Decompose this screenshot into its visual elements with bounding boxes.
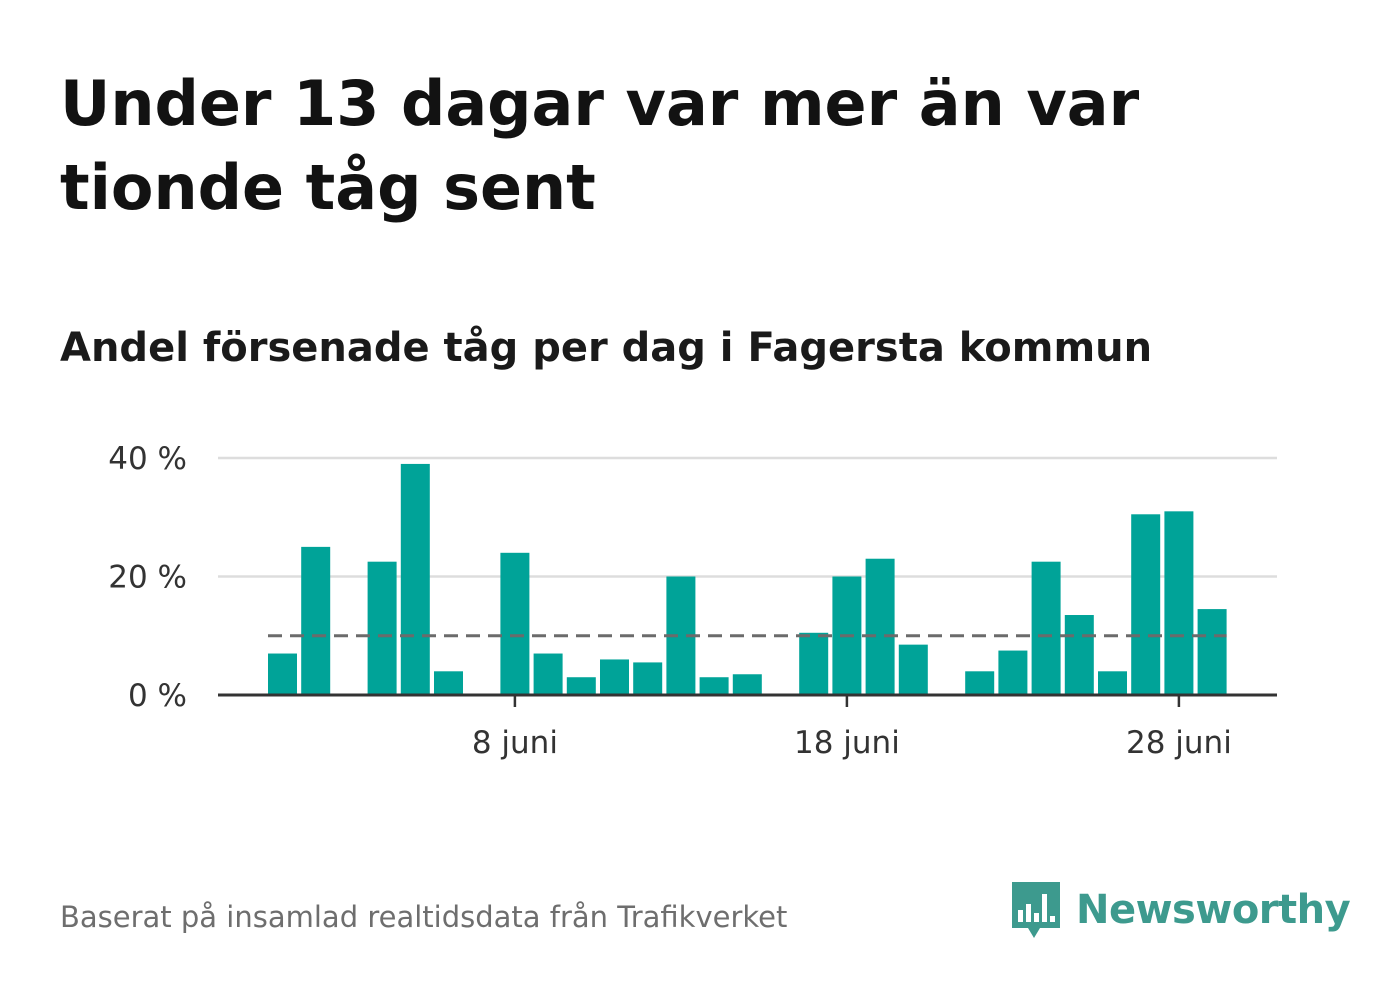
bar [1031,561,1061,695]
bar [633,662,663,695]
y-tick-label: 20 % [108,560,187,596]
bar [500,552,530,695]
bar [400,463,430,695]
bar [1131,514,1161,695]
bar [268,653,297,695]
x-tick-label: 18 juni [794,725,900,761]
bar [600,659,629,695]
bar [965,671,995,695]
x-tick-label: 8 juni [472,725,558,761]
source-note: Baserat på insamlad realtidsdata från Tr… [60,900,788,934]
grid-lines [218,456,1277,578]
bar [865,558,895,695]
bar [367,561,397,695]
bar [533,653,563,695]
bar [799,632,829,695]
chart-title: Under 13 dagar var mer än var tionde tåg… [60,67,1140,224]
bar [732,674,762,695]
bar [699,677,729,695]
bar [566,677,596,695]
brand-name: Newsworthy [1076,887,1351,933]
y-axis-tick-labels: 0 % 20 % 40 % [108,441,187,714]
bar [434,671,463,695]
bars [268,463,1227,695]
bar [1064,615,1094,695]
y-tick-label: 0 % [128,678,187,714]
bar [301,546,331,695]
x-axis-ticks: 8 juni 18 juni 28 juni [472,695,1232,761]
x-tick-label: 28 juni [1126,725,1232,761]
bar [998,650,1028,695]
bar [1197,609,1227,695]
bar [898,644,928,695]
bar [1098,671,1127,695]
bar [1164,511,1194,695]
y-tick-label: 40 % [108,441,187,477]
newsworthy-logo[interactable]: Newsworthy [1010,878,1351,942]
newsworthy-logo-icon [1012,882,1060,938]
chart-subtitle: Andel försenade tåg per dag i Fagersta k… [60,325,1153,371]
